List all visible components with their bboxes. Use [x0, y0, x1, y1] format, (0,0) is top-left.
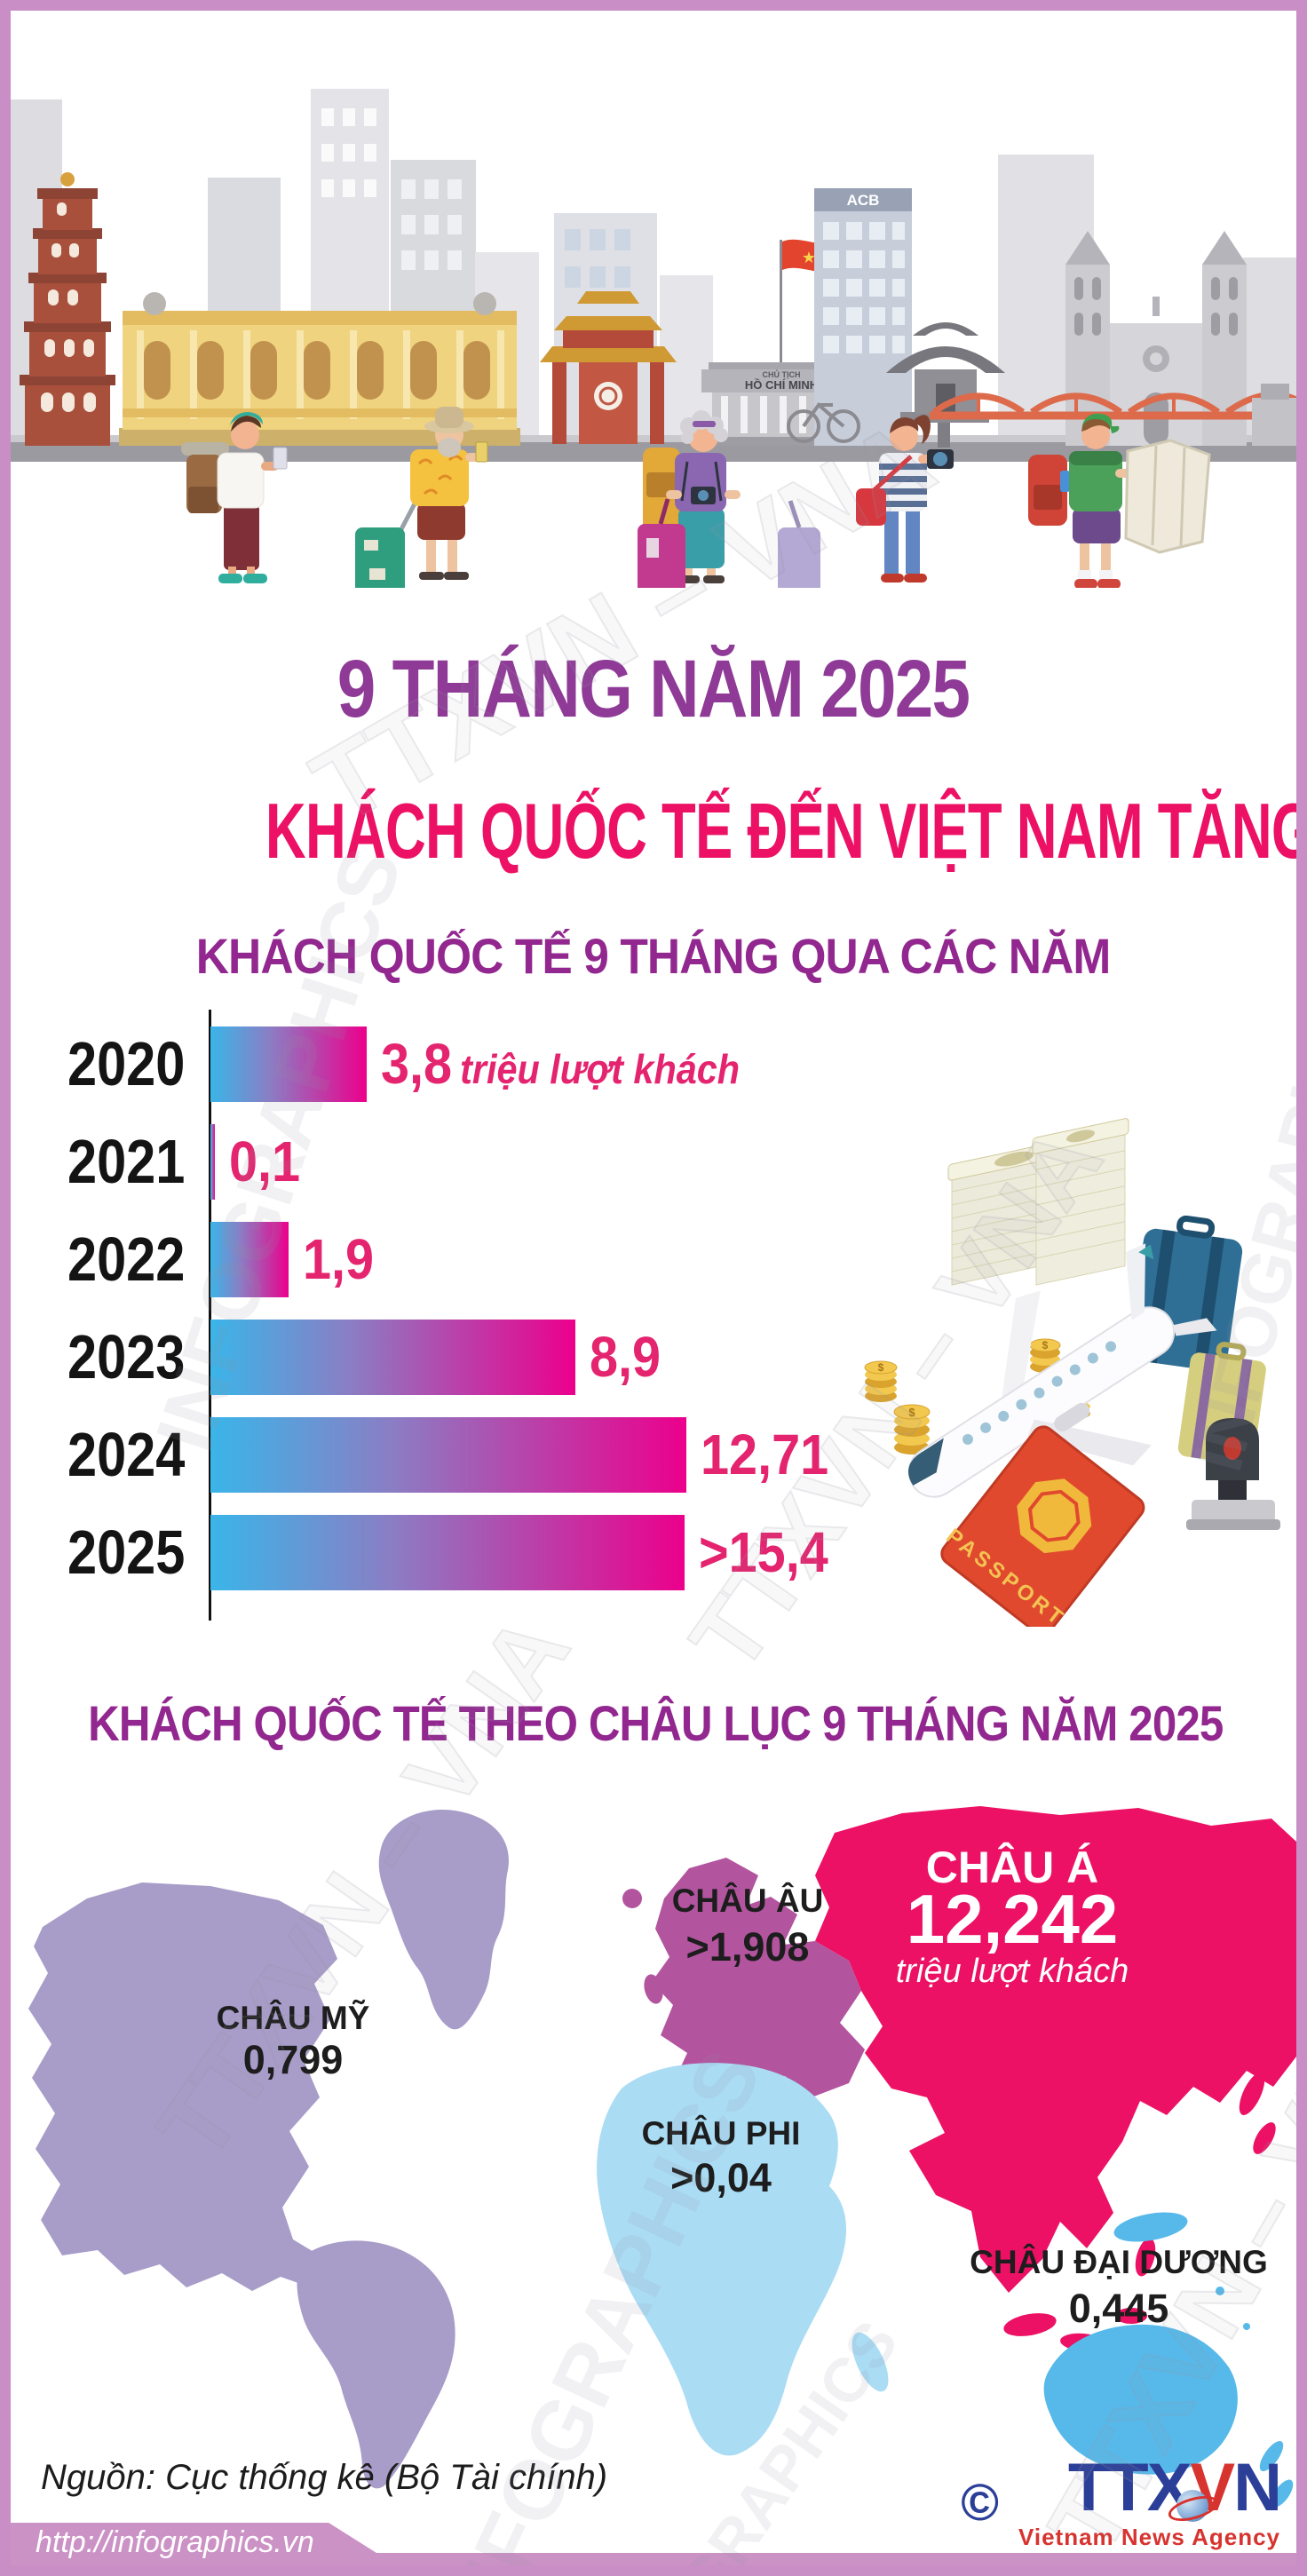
bar-row-2024: 2024 12,71	[67, 1406, 1062, 1503]
chart-axis	[209, 1010, 211, 1621]
bar-row-2025: 2025 >15,4	[67, 1503, 1062, 1601]
year-label: 2024	[67, 1420, 186, 1489]
agency-name: Vietnam News Agency	[1018, 2524, 1280, 2550]
asia-value: 12,242	[907, 1880, 1119, 1958]
pagoda-tower	[20, 172, 115, 446]
flag-star-icon: ★	[802, 249, 816, 266]
bar-2023	[210, 1319, 576, 1395]
bar-2022	[210, 1221, 289, 1297]
tourist-backpacker	[181, 412, 288, 583]
bicycle	[787, 402, 860, 443]
agency-logo: © TTXVN Vietnam News Agency	[961, 2450, 1282, 2551]
red-bridge	[930, 392, 1296, 420]
bar-row-2021: 2021 0,1	[67, 1113, 1062, 1210]
year-label: 2022	[67, 1225, 186, 1294]
svg-text:$: $	[908, 1406, 915, 1419]
africa-label: CHÂU PHI	[642, 2114, 801, 2152]
bar-2024	[210, 1416, 686, 1493]
tourist-man-hat	[355, 407, 488, 588]
map-region-asia	[815, 1806, 1296, 2352]
oceania-label: CHÂU ĐẠI DƯƠNG	[970, 2243, 1268, 2280]
year-label: 2021	[67, 1127, 186, 1196]
bar-value-2022: 1,9	[302, 1227, 374, 1291]
asia-label: CHÂU Á	[926, 1843, 1098, 1892]
bar-row-2023: 2023 8,9	[67, 1308, 1062, 1406]
acb-sign: ACB	[847, 192, 880, 209]
website-url: http://infographics.vn	[36, 2525, 314, 2559]
map-region-americas	[28, 1809, 509, 2489]
bar-unit-label: triệu lượt khách	[459, 1046, 740, 1092]
africa-value: >0,04	[670, 2155, 772, 2200]
source-note: Nguồn: Cục thống kê (Bộ Tài chính)	[41, 2458, 608, 2497]
europe-value: >1,908	[686, 1924, 810, 1970]
hero-illustration-city-tourists: ★ CHỦ TỊCH HỒ CHÍ MINH ACB	[11, 89, 1296, 588]
page-headline: KHÁCH QUỐC TẾ ĐẾN VIỆT NAM TĂNG 21,5%	[11, 742, 1296, 888]
small-tower	[1252, 384, 1296, 446]
bar-value-2020: 3,8 triệu lượt khách	[380, 1032, 740, 1096]
svg-text:$: $	[878, 1361, 884, 1374]
year-label: 2020	[67, 1029, 186, 1098]
tourist-map-man	[1028, 413, 1211, 588]
map-chart-title: KHÁCH QUỐC TẾ THEO CHÂU LỤC 9 THÁNG NĂM …	[88, 1695, 1224, 1751]
americas-value: 0,799	[243, 2037, 344, 2082]
bar-value-2023: 8,9	[590, 1325, 661, 1389]
mausoleum-label-line2: HỒ CHÍ MINH	[745, 378, 818, 392]
europe-label: CHÂU ÂU	[672, 1882, 824, 1919]
year-label: 2025	[67, 1518, 186, 1587]
opera-house	[119, 292, 520, 446]
oceania-value: 0,445	[1069, 2286, 1169, 2331]
map-region-africa	[597, 2063, 889, 2456]
year-label: 2023	[67, 1322, 186, 1391]
bar-row-2020: 2020 3,8 triệu lượt khách	[67, 1015, 1062, 1113]
page-title-period: 9 THÁNG NĂM 2025	[337, 644, 970, 734]
asia-unit: triệu lượt khách	[896, 1953, 1129, 1990]
money-stack-illustration	[947, 1118, 1129, 1286]
ttxvn-logo: TTXVN	[1067, 2450, 1282, 2525]
entry-stamp-illustration	[1186, 1418, 1280, 1530]
svg-text:$: $	[1042, 1339, 1049, 1351]
americas-label: CHÂU MỸ	[217, 1999, 370, 2036]
map-region-oceania	[1043, 2212, 1294, 2508]
world-map-chart: CHÂU MỸ 0,799 CHÂU ÂU >1,908 CHÂU Á 12,2…	[11, 1794, 1296, 2557]
bar-value-2024: 12,71	[700, 1423, 828, 1486]
globe-icon	[1176, 2490, 1208, 2522]
gate-tower	[540, 291, 677, 444]
map-region-europe	[622, 1858, 865, 2104]
travel-illustration: $ $ $ $	[864, 1118, 1280, 1627]
copyright-icon: ©	[961, 2473, 999, 2532]
mausoleum-label-line1: CHỦ TỊCH	[763, 369, 801, 379]
bar-2025	[210, 1514, 685, 1590]
flag-pole	[780, 240, 782, 369]
tourist-camera-woman	[856, 415, 954, 583]
world-map: CHÂU MỸ 0,799 CHÂU ÂU >1,908 CHÂU Á 12,2…	[28, 1806, 1296, 2508]
headline-text: KHÁCH QUỐC TẾ ĐẾN VIỆT NAM TĂNG	[265, 787, 1307, 875]
bar-value-2025: >15,4	[699, 1520, 828, 1584]
tourist-grandma	[638, 410, 820, 588]
bar-chart: 2020 3,8 triệu lượt khách 2021 0,1 2022 1…	[67, 1015, 1062, 1601]
passport-illustration: PASSPORT	[940, 1425, 1145, 1627]
bar-2021	[210, 1123, 215, 1200]
bar-value-2021: 0,1	[228, 1129, 300, 1193]
bar-chart-title: KHÁCH QUỐC TẾ 9 THÁNG QUA CÁC NĂM	[196, 928, 1112, 984]
acb-tower: ACB	[814, 188, 912, 446]
airplane-illustration	[907, 1243, 1217, 1498]
bar-row-2022: 2022 1,9	[67, 1210, 1062, 1308]
bar-2020	[210, 1026, 367, 1102]
